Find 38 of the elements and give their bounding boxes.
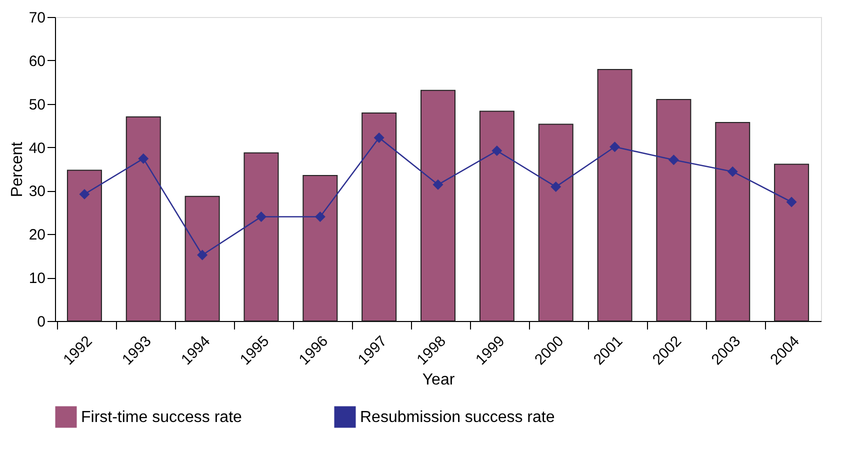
y-axis-title: Percent [8, 141, 26, 198]
legend-label: First-time success rate [81, 409, 242, 426]
y-tick-label: 40 [28, 140, 46, 157]
bar [538, 124, 574, 322]
legend-label: Resubmission success rate [360, 409, 555, 426]
point [786, 196, 797, 208]
bar [420, 90, 456, 322]
bar [66, 170, 102, 322]
y-tick-label: 30 [28, 183, 46, 200]
bar [597, 69, 632, 322]
bar [184, 196, 220, 322]
bar [302, 175, 338, 322]
point [668, 154, 679, 166]
point [197, 250, 208, 260]
y-tick-label: 10 [28, 270, 46, 288]
point [550, 182, 562, 192]
bar [774, 164, 810, 322]
x-axis-title: Year [422, 372, 456, 389]
point [610, 142, 620, 152]
point [256, 212, 266, 222]
bar [656, 99, 692, 322]
point [314, 212, 326, 222]
y-tick-label: 50 [28, 96, 46, 114]
point [727, 166, 738, 177]
point [432, 179, 444, 190]
bar [244, 152, 279, 322]
bar [362, 112, 397, 322]
bar [126, 116, 161, 322]
y-tick-label: 20 [28, 226, 46, 244]
point [492, 146, 502, 156]
bar [479, 110, 514, 322]
point [79, 188, 90, 200]
y-tick-label: 70 [28, 10, 46, 26]
y-tick-label: 60 [28, 52, 46, 70]
point [374, 132, 384, 143]
bar [715, 122, 750, 322]
y-tick-label: 0 [37, 314, 46, 330]
point [138, 153, 149, 164]
